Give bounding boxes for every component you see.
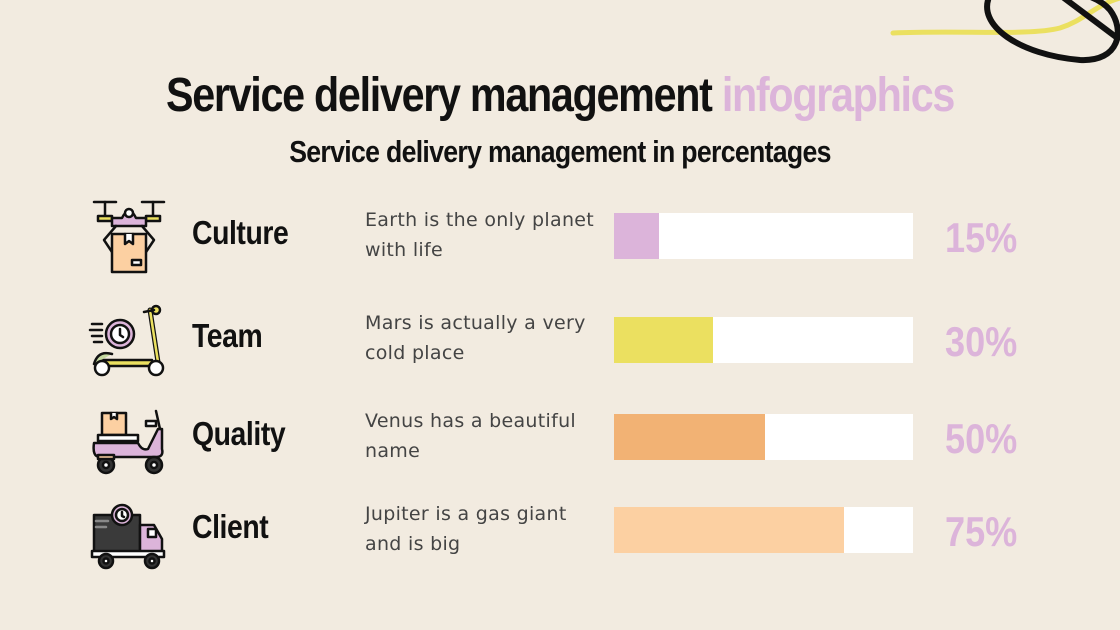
row-description: Jupiter is a gas giant and is big (365, 503, 567, 555)
progress-fill (614, 317, 713, 363)
delivery-moped-icon (92, 409, 164, 475)
percent-value: 75% (945, 508, 1018, 555)
progress-fill (614, 507, 845, 553)
row-description: Mars is actually a very cold place (365, 312, 586, 364)
percent-value: 50% (945, 415, 1018, 462)
progress-track (614, 507, 913, 553)
row-label: Client (192, 508, 269, 545)
bar-row-quality: Quality Venus has a beautiful name 50% (0, 397, 1120, 477)
delivery-truck-icon (90, 503, 166, 570)
progress-track (614, 317, 913, 363)
progress-fill (614, 213, 659, 259)
page-title: Service delivery management infographics (78, 68, 1041, 123)
title-main: Service delivery management (165, 69, 713, 122)
bar-row-client: Client Jupiter is a gas giant and is big… (0, 491, 1120, 571)
title-accent: infographics (721, 69, 956, 122)
page-subtitle: Service delivery management in percentag… (289, 134, 831, 169)
row-label: Team (192, 317, 263, 354)
bar-row-team: Team Mars is actually a very cold place … (0, 300, 1120, 380)
scooter-clock-icon (88, 304, 165, 377)
percent-value: 15% (945, 214, 1018, 261)
bar-row-culture: Culture Earth is the only planet with li… (0, 196, 1120, 276)
progress-track (614, 414, 913, 460)
progress-fill (614, 414, 765, 460)
percent-value: 30% (945, 318, 1018, 365)
drone-delivery-icon (92, 200, 166, 274)
row-description: Earth is the only planet with life (365, 209, 595, 261)
row-label: Quality (192, 415, 286, 452)
progress-track (614, 213, 913, 259)
row-description: Venus has a beautiful name (365, 410, 577, 462)
row-label: Culture (192, 214, 289, 251)
